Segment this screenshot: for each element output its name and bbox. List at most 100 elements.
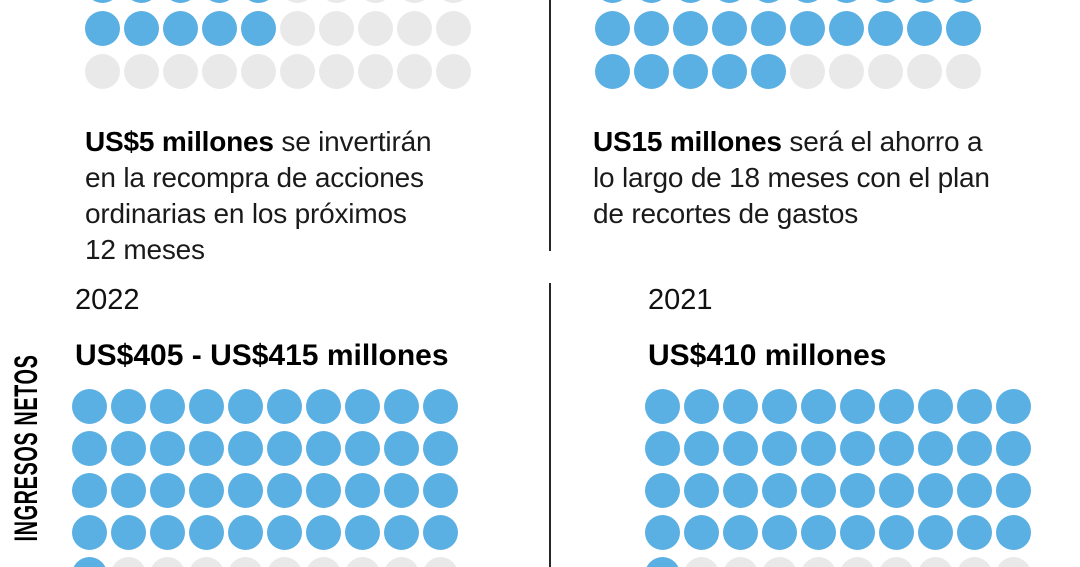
- dot-filled: [72, 472, 107, 508]
- dot-filled: [345, 514, 380, 550]
- dot-filled: [634, 53, 669, 89]
- dot-filled: [267, 514, 302, 550]
- year-label-2022: 2022: [75, 284, 140, 316]
- dot-filled: [957, 514, 992, 550]
- dot-filled: [684, 388, 719, 424]
- dot-filled: [384, 472, 419, 508]
- dot-filled: [163, 10, 198, 46]
- dot-filled: [801, 514, 836, 550]
- dot-empty: [358, 0, 393, 3]
- dot-filled: [790, 10, 825, 46]
- dot-filled: [228, 430, 263, 466]
- dot-filled: [801, 472, 836, 508]
- dot-filled: [645, 388, 680, 424]
- dot-filled: [124, 10, 159, 46]
- dot-empty: [397, 10, 432, 46]
- dot-filled: [868, 0, 903, 3]
- dot-filled: [879, 472, 914, 508]
- dot-empty: [150, 556, 185, 567]
- dot-filled: [762, 430, 797, 466]
- dot-filled: [918, 388, 953, 424]
- dot-filled: [72, 388, 107, 424]
- dot-filled: [723, 472, 758, 508]
- dot-empty: [267, 556, 302, 567]
- dot-filled: [723, 388, 758, 424]
- value-label-2022: US$405 - US$415 millones: [75, 339, 449, 372]
- axis-label-ingresos-netos: INGRESOS NETOS: [8, 354, 44, 542]
- dot-filled: [241, 10, 276, 46]
- dot-filled: [384, 388, 419, 424]
- dot-filled: [72, 556, 107, 567]
- dot-empty: [345, 556, 380, 567]
- dot-filled: [111, 472, 146, 508]
- dot-filled: [423, 514, 458, 550]
- dot-filled: [595, 53, 630, 89]
- dot-empty: [280, 10, 315, 46]
- dot-filled: [996, 514, 1031, 550]
- dot-empty: [957, 556, 992, 567]
- dot-filled: [918, 430, 953, 466]
- dot-filled: [384, 514, 419, 550]
- dot-filled: [150, 430, 185, 466]
- dot-empty: [946, 53, 981, 89]
- dot-empty: [397, 0, 432, 3]
- dot-empty: [879, 556, 914, 567]
- dot-filled: [751, 10, 786, 46]
- dot-empty: [762, 556, 797, 567]
- desc-line: de recortes de gastos: [593, 198, 859, 229]
- dot-filled: [306, 472, 341, 508]
- dot-filled: [267, 472, 302, 508]
- dot-filled: [228, 472, 263, 508]
- dot-filled: [202, 0, 237, 3]
- dot-empty: [996, 556, 1031, 567]
- dot-filled: [124, 0, 159, 3]
- dot-filled: [801, 430, 836, 466]
- desc-line: en la recompra de acciones: [85, 162, 424, 193]
- dot-filled: [645, 514, 680, 550]
- dot-empty: [280, 53, 315, 89]
- dot-empty: [436, 53, 471, 89]
- dot-empty: [358, 53, 393, 89]
- buyback-description: US$5 millones se invertirán en la recomp…: [85, 124, 432, 268]
- dot-filled: [762, 388, 797, 424]
- dot-filled: [111, 514, 146, 550]
- dot-filled: [723, 430, 758, 466]
- dot-empty: [189, 556, 224, 567]
- dot-filled: [673, 10, 708, 46]
- dot-filled: [996, 430, 1031, 466]
- dot-empty: [241, 53, 276, 89]
- dot-filled: [267, 430, 302, 466]
- dot-empty: [85, 53, 120, 89]
- dot-filled: [85, 0, 120, 3]
- dot-filled: [306, 388, 341, 424]
- dot-filled: [189, 514, 224, 550]
- dot-filled: [345, 430, 380, 466]
- dot-filled: [241, 0, 276, 3]
- dot-filled: [907, 10, 942, 46]
- dot-filled: [673, 53, 708, 89]
- dot-empty: [202, 53, 237, 89]
- dot-empty: [801, 556, 836, 567]
- dot-filled: [840, 514, 875, 550]
- dot-filled: [645, 430, 680, 466]
- dot-filled: [150, 388, 185, 424]
- dot-filled: [684, 514, 719, 550]
- dot-filled: [150, 514, 185, 550]
- dot-empty: [723, 556, 758, 567]
- dot-filled: [189, 430, 224, 466]
- dot-filled: [957, 472, 992, 508]
- dot-filled: [189, 472, 224, 508]
- dot-empty: [436, 0, 471, 3]
- dot-filled: [996, 472, 1031, 508]
- dot-filled: [645, 472, 680, 508]
- dot-empty: [918, 556, 953, 567]
- dot-filled: [228, 514, 263, 550]
- dot-filled: [751, 53, 786, 89]
- dot-filled: [423, 472, 458, 508]
- desc-line: US15 millones será el ahorro a: [593, 126, 983, 157]
- dot-filled: [163, 0, 198, 3]
- dot-filled: [345, 388, 380, 424]
- dot-filled: [150, 472, 185, 508]
